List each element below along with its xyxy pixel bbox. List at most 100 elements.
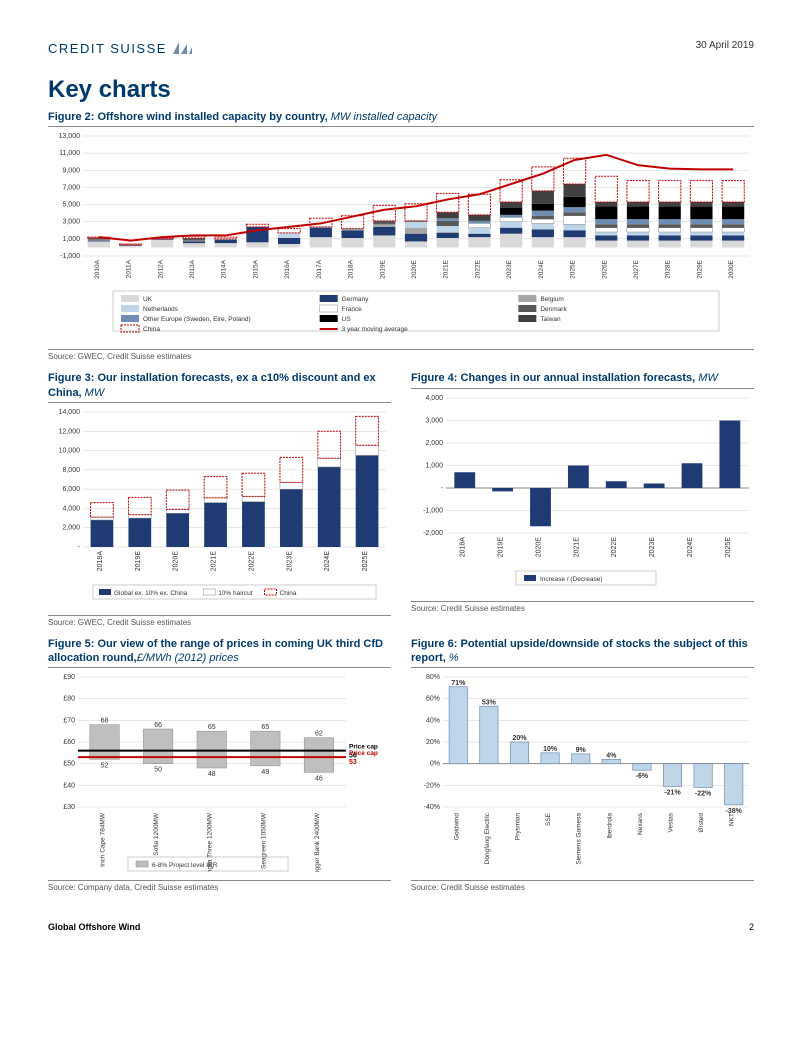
svg-text:20%: 20% bbox=[426, 739, 440, 746]
fig2-title: Figure 2: Offshore wind installed capaci… bbox=[48, 110, 754, 124]
svg-text:-21%: -21% bbox=[664, 790, 681, 797]
fig6-source: Source: Credit Suisse estimates bbox=[411, 880, 754, 892]
svg-text:2021E: 2021E bbox=[573, 536, 580, 557]
svg-text:4,000: 4,000 bbox=[425, 395, 443, 402]
svg-text:Siemens Gamesa: Siemens Gamesa bbox=[576, 813, 583, 865]
svg-text:2025E: 2025E bbox=[362, 551, 369, 572]
svg-text:0%: 0% bbox=[430, 761, 440, 768]
fig6-title-ital: % bbox=[446, 652, 459, 664]
svg-text:NKT: NKT bbox=[729, 813, 736, 826]
svg-text:-20%: -20% bbox=[424, 783, 440, 790]
svg-text:1,000: 1,000 bbox=[62, 236, 80, 243]
fig6-chart: -40%-20%0%20%40%60%80%71%Goldwind53%Dong… bbox=[411, 672, 754, 872]
page-number: 2 bbox=[749, 922, 754, 932]
svg-text:66: 66 bbox=[154, 722, 162, 729]
svg-text:-6%: -6% bbox=[636, 774, 649, 781]
fig5-title: Figure 5: Our view of the range of price… bbox=[48, 637, 391, 666]
fig3-chart: -2,0004,0006,0008,00010,00012,00014,0002… bbox=[48, 407, 391, 607]
svg-text:40%: 40% bbox=[426, 718, 440, 725]
svg-text:2022E: 2022E bbox=[474, 260, 481, 279]
fig4-source: Source: Credit Suisse estimates bbox=[411, 601, 754, 613]
svg-text:£90: £90 bbox=[63, 674, 75, 681]
svg-text:65: 65 bbox=[208, 725, 216, 732]
svg-text:3 year moving average: 3 year moving average bbox=[342, 326, 409, 333]
svg-text:2022E: 2022E bbox=[611, 536, 618, 557]
svg-text:2019E: 2019E bbox=[135, 551, 142, 572]
fig3-source: Source: GWEC, Credit Suisse estimates bbox=[48, 615, 391, 627]
svg-text:60%: 60% bbox=[426, 696, 440, 703]
svg-text:2023E: 2023E bbox=[506, 260, 513, 279]
svg-text:Iberdrola: Iberdrola bbox=[606, 813, 613, 839]
svg-text:48: 48 bbox=[208, 771, 216, 778]
svg-text:2010A: 2010A bbox=[94, 260, 101, 279]
svg-text:Goldwind: Goldwind bbox=[453, 813, 460, 840]
svg-text:14,000: 14,000 bbox=[59, 409, 81, 416]
svg-text:2011A: 2011A bbox=[126, 260, 133, 279]
fig2-title-ital: MW installed capacity bbox=[328, 111, 437, 123]
svg-text:53%: 53% bbox=[482, 700, 497, 707]
svg-text:9,000: 9,000 bbox=[62, 168, 80, 175]
svg-text:2018A: 2018A bbox=[460, 536, 467, 557]
fig5-title-ital: £/MWh (2012) prices bbox=[137, 652, 239, 664]
figure-2: Figure 2: Offshore wind installed capaci… bbox=[48, 110, 754, 361]
svg-text:£30: £30 bbox=[63, 804, 75, 811]
figure-5: Figure 5: Our view of the range of price… bbox=[48, 637, 391, 903]
fig2-chart: -1,0001,0003,0005,0007,0009,00011,00013,… bbox=[48, 131, 754, 341]
sails-icon bbox=[171, 40, 193, 56]
svg-text:10%: 10% bbox=[543, 746, 558, 753]
svg-text:9%: 9% bbox=[576, 747, 587, 754]
svg-text:2020E: 2020E bbox=[411, 260, 418, 279]
svg-text:2021E: 2021E bbox=[443, 260, 450, 279]
page-header: CREDIT SUISSE 30 April 2019 bbox=[48, 40, 754, 56]
svg-text:2024E: 2024E bbox=[687, 536, 694, 557]
svg-text:2027E: 2027E bbox=[633, 260, 640, 279]
svg-text:-40%: -40% bbox=[424, 804, 440, 811]
fig6-title: Figure 6: Potential upside/downside of s… bbox=[411, 637, 754, 666]
svg-text:6,000: 6,000 bbox=[62, 486, 80, 493]
brand-text: CREDIT SUISSE bbox=[48, 41, 167, 56]
svg-text:52: 52 bbox=[101, 763, 109, 770]
svg-text:3,000: 3,000 bbox=[425, 417, 443, 424]
svg-text:3,000: 3,000 bbox=[62, 219, 80, 226]
svg-text:4%: 4% bbox=[606, 753, 617, 760]
svg-text:Nexans: Nexans bbox=[637, 813, 644, 836]
brand-logo: CREDIT SUISSE bbox=[48, 40, 193, 56]
fig2-source: Source: GWEC, Credit Suisse estimates bbox=[48, 349, 754, 361]
svg-text:2022E: 2022E bbox=[248, 551, 255, 572]
svg-text:-1,000: -1,000 bbox=[423, 507, 443, 514]
svg-text:2,000: 2,000 bbox=[425, 440, 443, 447]
svg-text:£70: £70 bbox=[63, 718, 75, 725]
svg-text:20%: 20% bbox=[512, 735, 527, 742]
footer-title: Global Offshore Wind bbox=[48, 922, 140, 932]
svg-text:2023E: 2023E bbox=[649, 536, 656, 557]
fig2-title-bold: Figure 2: Offshore wind installed capaci… bbox=[48, 111, 328, 123]
svg-text:£50: £50 bbox=[63, 761, 75, 768]
svg-text:-22%: -22% bbox=[695, 791, 712, 798]
svg-text:2018A: 2018A bbox=[97, 551, 104, 572]
svg-text:2024E: 2024E bbox=[324, 551, 331, 572]
svg-text:Ørsted: Ørsted bbox=[698, 813, 705, 833]
svg-text:11,000: 11,000 bbox=[59, 150, 80, 157]
svg-text:Belgium: Belgium bbox=[540, 296, 563, 303]
svg-text:49: 49 bbox=[261, 769, 269, 776]
svg-text:6-8% Project level IRR: 6-8% Project level IRR bbox=[152, 862, 218, 869]
svg-text:13,000: 13,000 bbox=[59, 133, 81, 140]
svg-text:China: China bbox=[143, 326, 160, 333]
svg-text:Dogger Bank 2400MW: Dogger Bank 2400MW bbox=[314, 813, 321, 873]
svg-text:2020E: 2020E bbox=[535, 536, 542, 557]
svg-text:2028E: 2028E bbox=[665, 260, 672, 279]
svg-text:2015A: 2015A bbox=[252, 260, 259, 279]
svg-text:Dongfang Electric: Dongfang Electric bbox=[484, 813, 491, 865]
svg-text:2014A: 2014A bbox=[221, 260, 228, 279]
svg-text:2029E: 2029E bbox=[696, 260, 703, 279]
svg-text:Vestas: Vestas bbox=[668, 813, 675, 833]
svg-text:Increase / (Decrease): Increase / (Decrease) bbox=[540, 576, 603, 583]
figure-6: Figure 6: Potential upside/downside of s… bbox=[411, 637, 754, 903]
svg-text:£40: £40 bbox=[63, 783, 75, 790]
report-date: 30 April 2019 bbox=[696, 40, 754, 51]
svg-text:Sofia 1200MW: Sofia 1200MW bbox=[153, 813, 160, 856]
svg-text:2025E: 2025E bbox=[570, 260, 577, 279]
svg-text:Germany: Germany bbox=[342, 296, 369, 303]
fig4-title: Figure 4: Changes in our annual installa… bbox=[411, 371, 754, 385]
svg-text:2025E: 2025E bbox=[725, 536, 732, 557]
